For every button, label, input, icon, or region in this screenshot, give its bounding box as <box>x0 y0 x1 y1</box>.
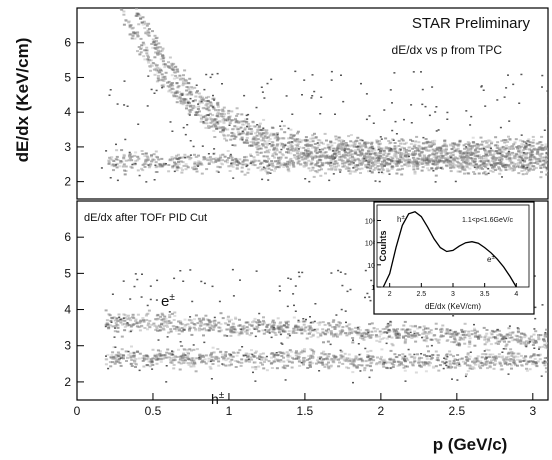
lower-ytick-label-1: 3 <box>64 339 71 353</box>
inset-xlabel: dE/dx (KeV/cm) <box>425 302 481 311</box>
inset-series-line <box>382 210 517 288</box>
inset-annotation-range: 1.1<p<1.6GeV/c <box>462 217 513 224</box>
inset-ytick-label-1: 10 <box>367 263 375 270</box>
x-axis: 0 0.5 1 1.5 2 2.5 3 <box>74 393 536 418</box>
upper-title: STAR Preliminary <box>412 15 531 32</box>
inset-xtick-label-1: 2.5 <box>416 291 426 298</box>
lower-scatter-noise <box>104 266 547 384</box>
lower-ytick-label-3: 5 <box>64 266 71 280</box>
upper-ytick-label-2: 4 <box>64 105 71 119</box>
lower-title: dE/dx after TOFr PID Cut <box>84 212 207 224</box>
upper-subtitle: dE/dx vs p from TPC <box>392 43 503 57</box>
lower-band-1 <box>104 309 548 351</box>
xtick-label-0: 0 <box>74 404 81 418</box>
x-axis-title: p (GeV/c) <box>433 435 508 454</box>
inset-annotation-e: e± <box>487 255 495 264</box>
inset-ytick-label-3: 10³ <box>365 218 376 225</box>
inset-xtick-label-4: 4 <box>514 291 518 298</box>
inset-xtick-label-0: 2 <box>388 291 392 298</box>
inset-annotation-h: h± <box>397 215 405 224</box>
inset-panel: 2 2.5 3 3.5 4 1 10 10² 10³ Counts dE/dx (KeV/cm)… <box>365 201 535 315</box>
xtick-label-5: 2.5 <box>448 404 465 418</box>
lower-ytick-label-2: 4 <box>64 303 71 317</box>
lower-ytick-label-0: 2 <box>64 375 71 389</box>
upper-density-map <box>100 8 548 183</box>
upper-ytick-label-4: 6 <box>64 36 71 50</box>
xtick-label-6: 3 <box>529 404 536 418</box>
upper-scatter-noise <box>100 70 548 183</box>
inset-ylabel: Counts <box>378 231 388 262</box>
xtick-label-2: 1 <box>226 404 233 418</box>
lower-y-axis: 2 3 4 5 6 <box>64 230 84 389</box>
lower-density-map <box>104 266 548 384</box>
y-axis-title: dE/dx (KeV/cm) <box>13 38 32 163</box>
annotation-e: e± <box>161 292 175 310</box>
xtick-label-3: 1.5 <box>297 404 314 418</box>
upper-ytick-label-3: 5 <box>64 70 71 84</box>
lower-ytick-label-4: 6 <box>64 230 71 244</box>
inset-xtick-label-3: 3.5 <box>480 291 490 298</box>
upper-ytick-label-1: 3 <box>64 140 71 154</box>
inset-xtick-label-2: 3 <box>451 291 455 298</box>
xtick-label-4: 2 <box>378 404 385 418</box>
inset-axes: 2 2.5 3 3.5 4 1 10 10² 10³ <box>365 218 519 298</box>
upper-panel: 2 3 4 5 6 STAR Preliminary dE/dx vs p from T… <box>64 7 549 200</box>
upper-ytick-label-0: 2 <box>64 175 71 189</box>
inset-plot-area <box>376 204 530 288</box>
lower-band-0 <box>104 344 548 376</box>
xtick-label-1: 0.5 <box>145 404 162 418</box>
inset-ytick-label-2: 10² <box>365 241 376 248</box>
inset-ytick-label-0: 1 <box>371 285 375 292</box>
upper-y-axis: 2 3 4 5 6 <box>64 36 84 189</box>
annotation-h: h± <box>211 390 225 407</box>
